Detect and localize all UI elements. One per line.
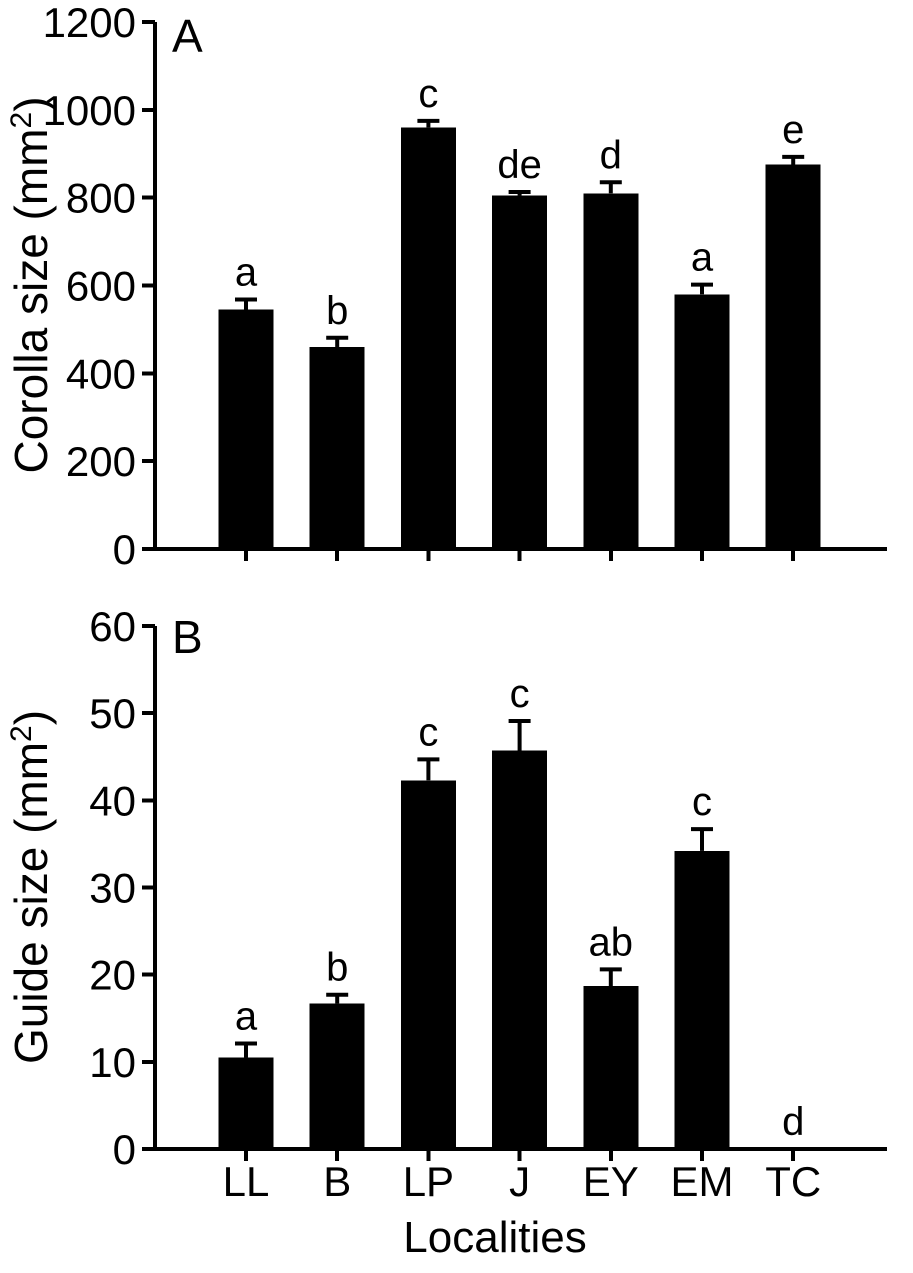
y-tick-label: 20 [89, 952, 136, 999]
x-tick-label-b: B [323, 1158, 351, 1205]
bar-lp [400, 127, 456, 550]
sig-letter: b [326, 946, 348, 990]
y-tick-label: 800 [66, 175, 136, 222]
sig-letter: de [497, 143, 542, 187]
x-tick-label-j: J [509, 1158, 530, 1205]
panel-a: 0 200 400 600 800 1000 1200 a b c de d a e A Corolla si… [5, 0, 887, 573]
y-tick-label: 10 [89, 1039, 136, 1086]
sig-letter: d [600, 133, 622, 177]
y-tick-label: 1200 [43, 0, 136, 46]
bar-ll [218, 1057, 274, 1149]
bar-lp [400, 780, 456, 1149]
bar-j [492, 195, 548, 550]
sig-letter: c [692, 780, 712, 824]
sig-letter: e [782, 108, 804, 152]
y-tick-label: 50 [89, 690, 136, 737]
sig-letter: c [418, 710, 438, 754]
y-tick-label: 1000 [43, 87, 136, 134]
sig-letter: d [782, 1100, 804, 1144]
y-tick-label: 0 [113, 526, 136, 573]
bar-j [492, 750, 548, 1149]
x-tick-label-lp: LP [403, 1158, 454, 1205]
y-tick-label: 30 [89, 865, 136, 912]
panel-letter-a: A [172, 10, 203, 62]
sig-letter: b [326, 289, 348, 333]
bar-b [309, 1003, 365, 1149]
bar-b [309, 346, 365, 549]
y-tick-label: 40 [89, 777, 136, 824]
bar-em [674, 850, 730, 1149]
y-tick-label: 400 [66, 350, 136, 397]
sig-letter: c [418, 72, 438, 116]
sig-letter: c [510, 672, 530, 716]
sig-letter: a [235, 995, 258, 1039]
sig-letter: a [235, 251, 258, 295]
panel-letter-b: B [172, 611, 203, 663]
bar-ey [583, 193, 639, 549]
y-tick-label: 60 [89, 603, 136, 650]
sig-letter: ab [589, 920, 634, 964]
x-tick-label-em: EM [671, 1158, 734, 1205]
y-tick-label: 200 [66, 438, 136, 485]
bar-em [674, 294, 730, 549]
y-axis-title-a: Corolla size (mm2) [5, 96, 57, 473]
y-tick-label: 600 [66, 263, 136, 310]
bar-ll [218, 309, 274, 549]
x-tick-label-ey: EY [583, 1158, 639, 1205]
bar-ey [583, 985, 639, 1149]
x-tick-label-tc: TC [765, 1158, 821, 1205]
sig-letter: a [691, 236, 714, 280]
y-axis-title-b: Guide size (mm2) [5, 710, 57, 1064]
x-tick-label-ll: LL [223, 1158, 270, 1205]
x-axis-title: Localities [403, 1213, 586, 1262]
y-tick-label: 0 [113, 1126, 136, 1173]
panel-b: 0 10 20 30 40 50 60 a LL b Bc LP c Jab EY c EM d TC B Guide … [5, 603, 887, 1205]
bar-tc [765, 164, 821, 549]
